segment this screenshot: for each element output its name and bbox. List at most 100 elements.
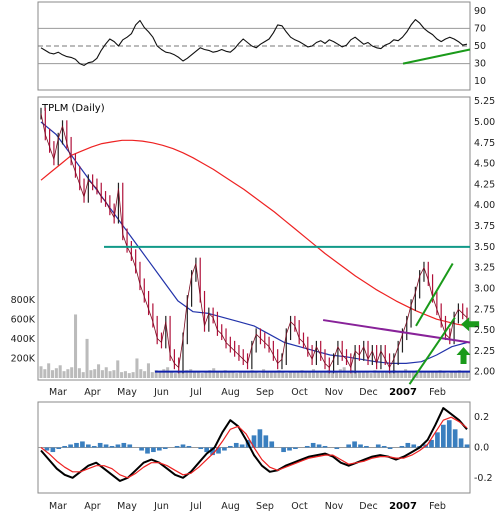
volume-bar [254,372,258,378]
macd-histogram-bar [429,439,434,448]
volume-bar [219,371,223,378]
month-tick-label: Nov [325,387,344,398]
volume-bar [288,371,292,378]
volume-bar [85,338,89,378]
macd-histogram-bar [151,447,156,453]
month-tick-label: Nov [325,501,344,512]
volume-tick-label: 200K [11,353,36,364]
macd-histogram-bar [121,442,127,448]
price-tick-label: 3.00 [474,283,495,294]
volume-bar [358,372,362,378]
month-tick-label: Dec [359,387,377,398]
volume-bar [453,372,458,378]
volume-bar [300,370,304,378]
volume-bar [427,372,431,378]
price-tick-label: 2.75 [474,304,495,315]
volume-bar [93,369,97,378]
price-chart-title: TPLM (Daily) [41,103,105,114]
volume-bar [384,372,388,378]
volume-bar [216,372,220,378]
volume-bar [158,371,162,378]
volume-bar [200,373,204,378]
macd-histogram-bar [222,447,227,451]
price-tick-label: 4.75 [474,138,495,149]
trendline [408,317,456,385]
volume-bar [135,358,139,378]
macd-histogram-bar [435,432,440,448]
volume-bar [231,371,235,378]
month-tick-label: Jul [189,501,201,512]
volume-bar [354,371,358,378]
macd-histogram-bar [145,447,150,454]
macd-histogram-bar [68,444,73,448]
volume-bar [304,372,308,378]
volume-bar [139,369,143,378]
macd-histogram-bar [186,445,192,448]
volume-bar [281,372,285,378]
volume-bar [223,370,227,378]
macd-histogram-bar [251,435,257,448]
price-tick-label: 4.00 [474,200,495,211]
price-line [40,113,468,368]
volume-bar [308,371,312,378]
volume-bar [434,371,438,378]
rsi-tick-label: 10 [474,76,486,87]
macd-histogram-bar [446,420,452,448]
month-tick-label: 2007 [389,501,417,512]
volume-bar [346,372,350,378]
price-tick-label: 5.00 [474,117,495,128]
arrow-left-icon [461,317,480,332]
volume-bar [461,371,465,378]
volume-bar [419,372,423,378]
volume-bar [381,372,385,378]
macd-histogram-bar [304,445,310,448]
volume-bar [369,373,373,378]
macd-histogram-bar [115,444,121,448]
trendline [322,319,471,344]
macd-histogram-bar [381,445,387,448]
macd-histogram-bar [293,447,298,450]
volume-bar [169,372,174,378]
price-tick-label: 3.75 [474,221,495,232]
price-tick-label: 4.50 [474,159,495,170]
macd-histogram-bar [85,444,91,448]
volume-bar [392,370,396,378]
month-tick-label: Oct [291,387,308,398]
volume-bar [423,371,427,378]
volume-bar [58,365,62,378]
month-tick-label: Dec [359,501,377,512]
volume-bar [154,370,158,378]
volume-bar [89,370,93,378]
volume-bar [361,371,365,378]
volume-bar [450,371,454,378]
volume-bar [227,372,231,378]
macd-histogram-bar [204,447,210,453]
volume-tick-label: 600K [11,314,36,325]
month-tick-label: Apr [84,387,101,398]
volume-tick-label: 400K [11,334,36,345]
macd-histogram-bar [180,444,186,448]
macd-histogram-bar [257,429,263,448]
volume-bar [81,372,85,378]
volume-bar [150,372,154,378]
volume-bar [465,372,469,378]
rsi-tick-label: 90 [474,6,486,17]
rsi-trendline [402,48,471,65]
volume-bar [131,372,135,378]
volume-bar [442,372,446,378]
month-tick-label: Mar [49,501,67,512]
volume-bar [285,373,289,378]
volume-bar [319,371,323,378]
volume-bar [377,371,381,378]
volume-bar [323,372,327,378]
macd-histogram-bar [263,435,269,448]
volume-bar [350,370,354,378]
price-tick-label: 2.50 [474,325,495,336]
macd-tick-label: 0.2 [474,412,489,423]
macd-histogram-bar [364,445,369,448]
volume-bar [446,373,450,378]
volume-bar [311,369,316,378]
volume-bar [43,369,47,378]
volume-bar [112,370,116,378]
